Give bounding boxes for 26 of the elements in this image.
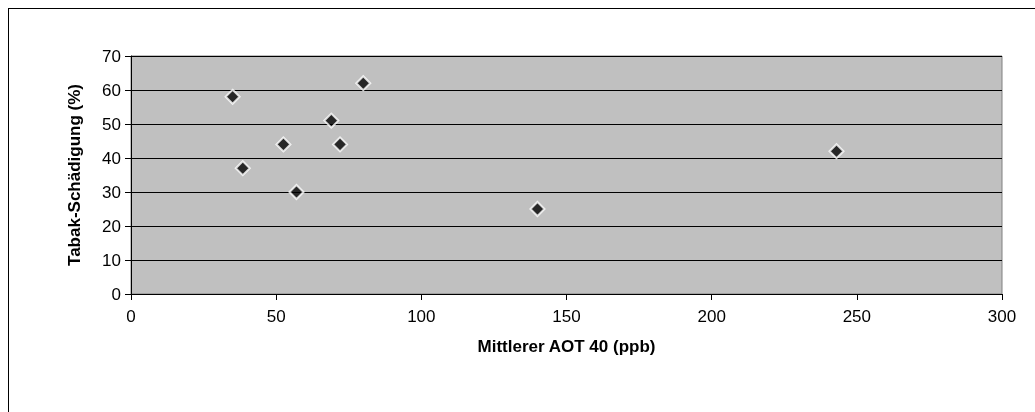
y-tick-label: 40: [102, 148, 121, 168]
x-tick-label: 0: [126, 307, 136, 326]
x-tick-label: 200: [697, 307, 726, 326]
point: [332, 136, 349, 153]
y-tick-label: 70: [102, 46, 121, 66]
point: [529, 201, 546, 217]
x-axis-title: Mittlerer AOT 40 (ppb): [477, 337, 656, 356]
x-tick-label: 250: [842, 307, 872, 326]
point: [288, 184, 305, 200]
y-tick-label: 50: [102, 114, 121, 134]
point: [355, 75, 372, 92]
y-tick-label: 10: [102, 250, 121, 270]
x-tick-label: 100: [407, 307, 436, 326]
point: [828, 143, 845, 160]
y-tick-label: 60: [102, 80, 121, 100]
x-tick-label: 50: [266, 307, 286, 326]
y-axis-title: Tabak-Schädigung (%): [65, 84, 84, 266]
x-tick-label: 150: [552, 307, 581, 326]
y-tick-label: 20: [102, 216, 121, 236]
point: [323, 112, 340, 129]
y-tick-label: 30: [102, 182, 121, 202]
y-tick-label: 0: [111, 284, 121, 304]
x-tick-label: 300: [987, 307, 1017, 326]
point: [234, 160, 251, 177]
point: [275, 136, 292, 153]
point: [224, 88, 241, 105]
